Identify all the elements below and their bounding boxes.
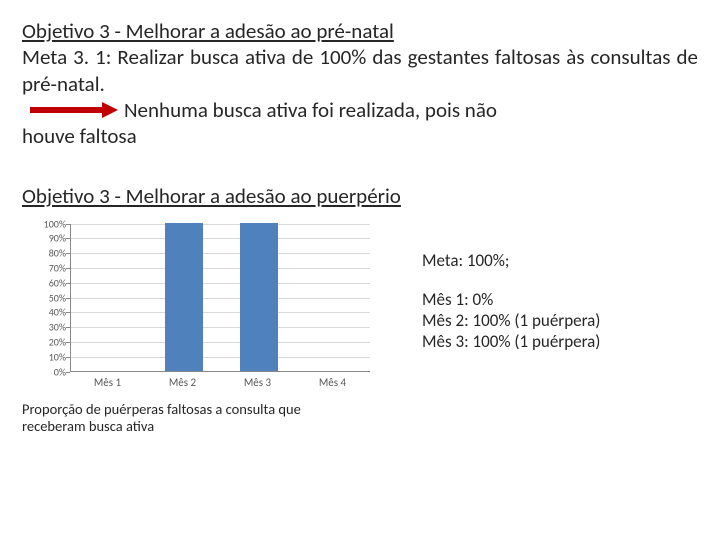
ytick-label: 20%	[22, 335, 66, 348]
bar-chart: 0% 10% 20%30% 40% 50% 60% 70%80% 90% 100% Mês 1 Mê…	[22, 220, 382, 395]
xtick-label: Mês 1	[78, 376, 138, 389]
ytick-label: 70%	[22, 261, 66, 274]
ytick-label: 80%	[22, 247, 66, 260]
ytick-label: 40%	[22, 306, 66, 319]
section2-title: Objetivo 3 - Melhorar a adesão ao puerpé…	[22, 183, 698, 209]
side-mes1: Mês 1: 0%	[422, 289, 698, 310]
gridline	[71, 342, 370, 343]
ytick-mark	[66, 238, 70, 239]
ytick-label: 90%	[22, 232, 66, 245]
gridline	[71, 224, 370, 225]
ytick-label: 0%	[22, 365, 66, 378]
gridline	[71, 327, 370, 328]
chart-caption: Proporção de puérperas faltosas a consul…	[22, 401, 352, 436]
ytick-mark	[66, 372, 70, 373]
side-meta: Meta: 100%;	[422, 250, 698, 271]
ytick-mark	[66, 312, 70, 313]
gridline	[71, 298, 370, 299]
gridline	[71, 312, 370, 313]
bar	[165, 223, 203, 371]
xtick-label: Mês 4	[303, 376, 363, 389]
ytick-mark	[66, 283, 70, 284]
ytick-mark	[66, 327, 70, 328]
gridline	[71, 283, 370, 284]
gridline	[71, 268, 370, 269]
ytick-mark	[66, 298, 70, 299]
gridline	[71, 238, 370, 239]
ytick-mark	[66, 224, 70, 225]
bar	[240, 223, 278, 371]
xtick-label: Mês 3	[228, 376, 288, 389]
section1-result-line1: Nenhuma busca ativa foi realizada, pois …	[124, 97, 497, 123]
ytick-mark	[66, 342, 70, 343]
gridline	[71, 253, 370, 254]
side-mes3: Mês 3: 100% (1 puérpera)	[422, 331, 698, 352]
ytick-label: 50%	[22, 291, 66, 304]
arrow-icon	[30, 103, 118, 117]
side-mes2: Mês 2: 100% (1 puérpera)	[422, 310, 698, 331]
ytick-label: 100%	[22, 217, 66, 230]
ytick-label: 10%	[22, 350, 66, 363]
ytick-label: 30%	[22, 321, 66, 334]
ytick-mark	[66, 253, 70, 254]
xtick-label: Mês 2	[153, 376, 213, 389]
side-panel: Meta: 100%; Mês 1: 0% Mês 2: 100% (1 pué…	[392, 220, 698, 436]
ytick-mark	[66, 268, 70, 269]
section1-meta: Meta 3. 1: Realizar busca ativa de 100% …	[22, 44, 698, 97]
section1-title: Objetivo 3 - Melhorar a adesão ao pré-na…	[22, 18, 698, 44]
ytick-mark	[66, 357, 70, 358]
gridline	[71, 357, 370, 358]
section1-result-line2: houve faltosa	[22, 123, 698, 149]
ytick-label: 60%	[22, 276, 66, 289]
